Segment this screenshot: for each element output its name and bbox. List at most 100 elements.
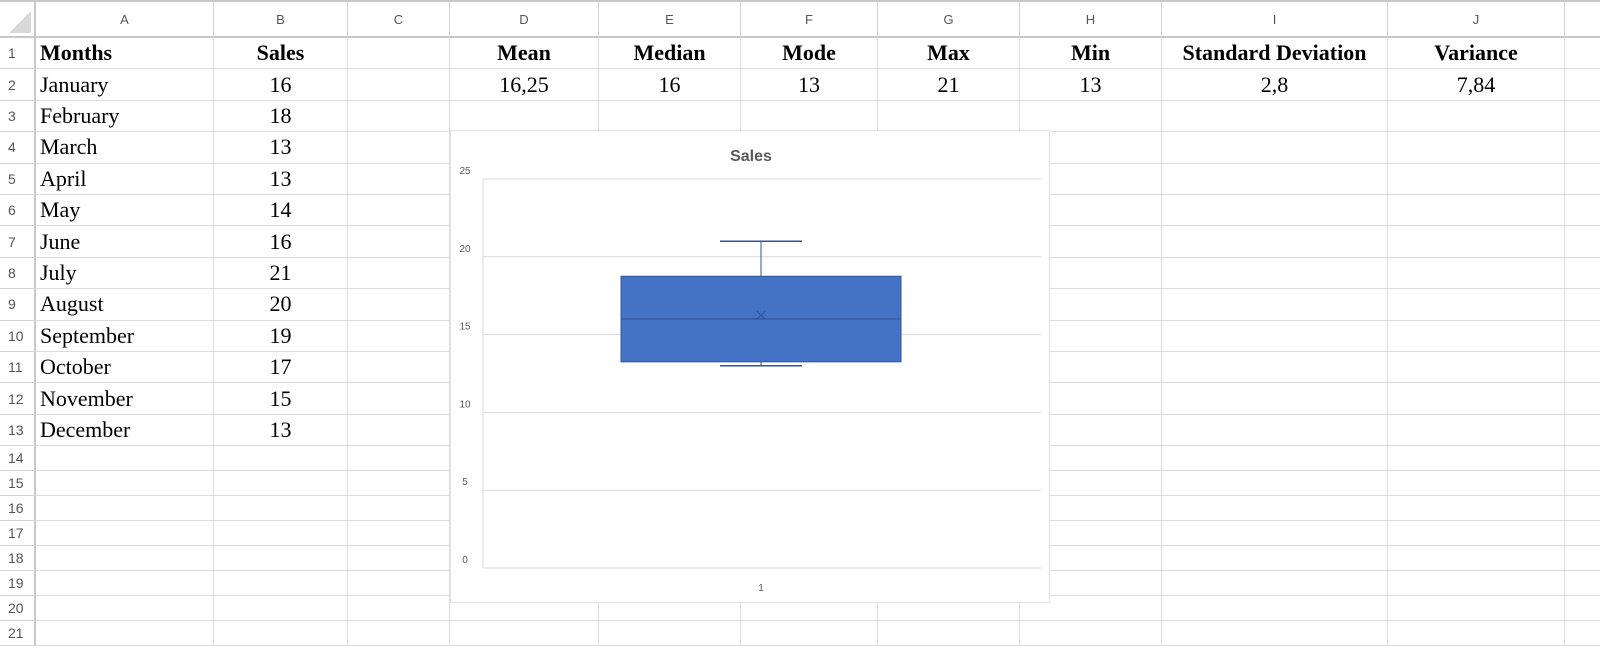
cell-G20[interactable] (878, 596, 1020, 622)
cell-A18[interactable] (36, 546, 214, 572)
row-header-13[interactable]: 13 (0, 414, 36, 447)
cell-I5[interactable] (1162, 163, 1388, 195)
row-header-8[interactable]: 8 (0, 257, 36, 290)
row-header-11[interactable]: 11 (0, 352, 36, 384)
cell-D20[interactable] (450, 596, 599, 622)
row-header-9[interactable]: 9 (0, 289, 36, 321)
cell-C11[interactable] (348, 352, 450, 384)
cell-I7[interactable] (1162, 226, 1388, 258)
cell-E3[interactable] (599, 100, 741, 133)
cell-B10[interactable]: 19 (214, 320, 348, 352)
cell-J10[interactable] (1388, 320, 1565, 352)
cell-C12[interactable] (348, 383, 450, 415)
cell-H16[interactable] (1020, 496, 1162, 522)
cell-C1[interactable] (348, 38, 450, 70)
cell-K18[interactable] (1565, 546, 1600, 572)
cell-H2[interactable]: 13 (1020, 69, 1162, 101)
cell-J6[interactable] (1388, 195, 1565, 227)
cell-I20[interactable] (1162, 596, 1388, 622)
cell-K5[interactable] (1565, 164, 1600, 195)
cell-H19[interactable] (1020, 571, 1162, 597)
row-header-15[interactable]: 15 (0, 471, 36, 497)
cell-C20[interactable] (348, 596, 450, 622)
cell-G3[interactable] (878, 100, 1020, 133)
cell-C5[interactable] (348, 163, 450, 195)
cell-A6[interactable]: May (36, 195, 214, 227)
cell-H5[interactable] (1020, 163, 1162, 195)
cell-K10[interactable] (1565, 321, 1600, 352)
cell-B4[interactable]: 13 (214, 132, 348, 164)
cell-J5[interactable] (1388, 163, 1565, 195)
cell-C2[interactable] (348, 69, 450, 101)
cell-D1[interactable]: Mean (450, 38, 599, 70)
column-header-F[interactable]: F (741, 2, 878, 38)
cell-A12[interactable]: November (36, 383, 214, 415)
cell-I18[interactable] (1162, 546, 1388, 572)
cell-G21[interactable] (878, 621, 1020, 647)
cell-F2[interactable]: 13 (741, 69, 878, 101)
cell-J20[interactable] (1388, 596, 1565, 622)
cell-J4[interactable] (1388, 132, 1565, 164)
cell-A20[interactable] (36, 596, 214, 622)
cell-H14[interactable] (1020, 446, 1162, 472)
cell-B19[interactable] (214, 571, 348, 597)
cell-K3[interactable] (1565, 101, 1600, 133)
cell-I16[interactable] (1162, 496, 1388, 522)
cell-F1[interactable]: Mode (741, 38, 878, 70)
cell-B18[interactable] (214, 546, 348, 572)
cell-K19[interactable] (1565, 571, 1600, 597)
cell-J21[interactable] (1388, 621, 1565, 647)
row-header-10[interactable]: 10 (0, 320, 36, 352)
cell-C18[interactable] (348, 546, 450, 572)
cell-J17[interactable] (1388, 521, 1565, 547)
row-header-19[interactable]: 19 (0, 571, 36, 597)
cell-A19[interactable] (36, 571, 214, 597)
column-header-G[interactable]: G (878, 2, 1020, 38)
cell-I6[interactable] (1162, 195, 1388, 227)
cell-B9[interactable]: 20 (214, 289, 348, 321)
cell-H1[interactable]: Min (1020, 38, 1162, 70)
cell-I9[interactable] (1162, 289, 1388, 321)
cell-H13[interactable] (1020, 414, 1162, 447)
column-header-C[interactable]: C (348, 2, 450, 38)
cell-K21[interactable] (1565, 621, 1600, 647)
row-header-12[interactable]: 12 (0, 383, 36, 415)
cell-G2[interactable]: 21 (878, 69, 1020, 101)
select-all-button[interactable] (0, 2, 36, 38)
cell-E21[interactable] (599, 621, 741, 647)
cell-F3[interactable] (741, 100, 878, 133)
cell-H12[interactable] (1020, 383, 1162, 415)
cell-K14[interactable] (1565, 446, 1600, 472)
cell-G1[interactable]: Max (878, 38, 1020, 70)
cell-D21[interactable] (450, 621, 599, 647)
cell-A21[interactable] (36, 621, 214, 647)
cell-A1[interactable]: Months (36, 38, 214, 70)
cell-K2[interactable] (1565, 69, 1600, 101)
cell-K4[interactable] (1565, 132, 1600, 164)
row-header-6[interactable]: 6 (0, 195, 36, 227)
cell-B11[interactable]: 17 (214, 352, 348, 384)
cell-C6[interactable] (348, 195, 450, 227)
cell-B5[interactable]: 13 (214, 163, 348, 195)
column-header-B[interactable]: B (214, 2, 348, 38)
cell-F20[interactable] (741, 596, 878, 622)
cell-I14[interactable] (1162, 446, 1388, 472)
cell-K17[interactable] (1565, 521, 1600, 547)
row-header-14[interactable]: 14 (0, 446, 36, 472)
cell-A5[interactable]: April (36, 163, 214, 195)
cell-H17[interactable] (1020, 521, 1162, 547)
row-header-17[interactable]: 17 (0, 521, 36, 547)
cell-E1[interactable]: Median (599, 38, 741, 70)
cell-C13[interactable] (348, 414, 450, 447)
cell-C4[interactable] (348, 132, 450, 164)
cell-J9[interactable] (1388, 289, 1565, 321)
column-header-I[interactable]: I (1162, 2, 1388, 38)
cell-J13[interactable] (1388, 414, 1565, 447)
cell-J2[interactable]: 7,84 (1388, 69, 1565, 101)
cell-A9[interactable]: August (36, 289, 214, 321)
cell-I19[interactable] (1162, 571, 1388, 597)
cell-I8[interactable] (1162, 257, 1388, 290)
cell-J7[interactable] (1388, 226, 1565, 258)
cell-H21[interactable] (1020, 621, 1162, 647)
cell-B7[interactable]: 16 (214, 226, 348, 258)
